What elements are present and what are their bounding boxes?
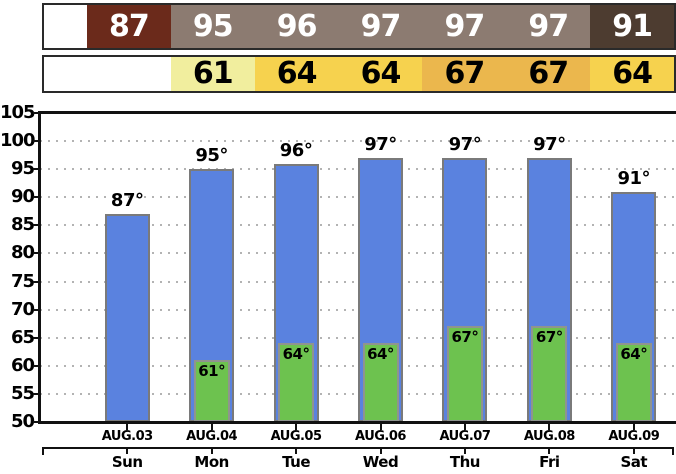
high-temp-cell: 97	[506, 5, 591, 48]
high-temp-cell: 95	[170, 5, 255, 48]
low-temp-bar	[193, 360, 230, 422]
low-temp-bar	[615, 343, 652, 422]
y-axis-tick-label: 75	[10, 270, 35, 292]
high-temp-value-label: 97°	[533, 133, 566, 155]
y-axis-tick-mark	[33, 280, 39, 283]
date-label: AUG.07	[439, 429, 491, 444]
low-temp-value-label: 67°	[535, 328, 563, 347]
date-label: AUG.03	[101, 429, 153, 444]
y-axis-tick-label: 55	[10, 382, 35, 404]
y-axis-tick-mark	[33, 140, 39, 143]
y-axis-tick-label: 65	[10, 326, 35, 348]
y-axis-tick-label: 100	[0, 130, 36, 152]
low-temp-cell: 64	[590, 57, 675, 91]
low-temp-cell	[87, 57, 171, 91]
low-temp-value-label: 67°	[451, 328, 479, 347]
high-temp-strip: 87 95 96 97 97 97 91	[42, 3, 676, 50]
day-axis-tick-mark	[548, 447, 551, 454]
high-temp-cell: 96	[254, 5, 339, 48]
y-axis-tick-mark	[33, 308, 39, 311]
y-axis-tick-mark	[33, 252, 39, 255]
y-axis-tick-label: 70	[10, 298, 35, 320]
y-axis-tick-mark	[33, 392, 39, 395]
day-label: Sat	[620, 453, 648, 471]
date-label: AUG.08	[523, 429, 575, 444]
day-label: Tue	[282, 453, 311, 471]
x-axis-tick-mark	[548, 424, 551, 430]
left-spine	[38, 111, 41, 424]
date-label: AUG.06	[355, 429, 406, 444]
high-temp-value-label: 95°	[195, 145, 228, 167]
low-temp-bar	[362, 343, 399, 422]
day-label: Fri	[539, 453, 560, 471]
strip-spacer-cell	[44, 57, 87, 91]
day-label: Thu	[449, 453, 481, 471]
low-temp-strip: 61 64 64 67 67 64	[42, 55, 676, 93]
low-temp-value-label: 64°	[282, 345, 310, 364]
y-axis-tick-label: 105	[0, 102, 36, 123]
low-temp-cell: 61	[170, 57, 255, 91]
day-axis-tick-mark	[295, 447, 298, 454]
x-axis-tick-mark	[126, 424, 129, 430]
y-axis-tick-mark	[33, 196, 39, 199]
x-axis-tick-mark	[295, 424, 298, 430]
x-axis-tick-mark	[210, 424, 213, 430]
high-temp-cell: 87	[87, 5, 171, 48]
high-temp-cell: 97	[422, 5, 507, 48]
y-axis-tick-mark	[33, 112, 39, 114]
y-axis-tick-mark	[33, 224, 39, 227]
low-temp-bar	[446, 326, 483, 422]
low-temp-value-label: 61°	[198, 362, 226, 381]
day-axis-line	[42, 447, 674, 449]
strip-spacer-cell	[44, 5, 87, 48]
y-axis-tick-mark	[33, 336, 39, 339]
high-temp-value-label: 91°	[617, 167, 651, 189]
day-axis-right-cap	[672, 447, 674, 455]
high-temp-bar	[104, 214, 150, 422]
y-axis-tick-mark	[33, 421, 39, 423]
low-temp-cell: 64	[338, 57, 423, 91]
low-temp-bar	[531, 326, 568, 422]
high-temp-cell: 97	[338, 5, 423, 48]
high-temp-cell: 91	[590, 5, 675, 48]
y-axis-tick-label: 80	[10, 242, 35, 264]
date-label: AUG.04	[186, 429, 238, 444]
high-temp-value-label: 97°	[364, 133, 397, 155]
day-axis-tick-mark	[210, 447, 213, 454]
x-axis-tick-mark	[463, 424, 466, 430]
high-temp-value-label: 96°	[279, 139, 313, 161]
x-axis-tick-mark	[379, 424, 382, 430]
low-temp-value-label: 64°	[367, 345, 394, 364]
gridline-100	[40, 140, 676, 143]
day-label: Sun	[111, 453, 143, 471]
y-axis-tick-mark	[33, 168, 39, 171]
low-temp-cell: 67	[422, 57, 507, 91]
y-axis-tick-mark	[33, 364, 39, 367]
y-axis-tick-label: 95	[10, 158, 35, 180]
bottom-spine	[38, 421, 676, 424]
high-temp-value-label: 97°	[448, 133, 482, 155]
day-axis-left-cap	[42, 447, 44, 455]
day-label: Wed	[362, 453, 399, 471]
day-axis-tick-mark	[632, 447, 635, 454]
y-axis-tick-label: 85	[10, 214, 35, 236]
low-temp-cell: 64	[254, 57, 339, 91]
day-axis-tick-mark	[126, 447, 129, 454]
day-axis-tick-mark	[379, 447, 382, 454]
high-temp-value-label: 87°	[110, 190, 144, 212]
day-axis-tick-mark	[463, 447, 466, 454]
low-temp-bar	[278, 343, 315, 422]
top-spine	[38, 111, 676, 114]
x-axis-tick-mark	[632, 424, 635, 430]
date-label: AUG.05	[270, 429, 322, 444]
date-label: AUG.09	[608, 429, 660, 444]
low-temp-value-label: 64°	[620, 345, 648, 364]
day-label: Mon	[194, 453, 229, 471]
y-axis-tick-label: 60	[10, 354, 35, 376]
y-axis-tick-label: 50	[10, 411, 35, 432]
low-temp-cell: 67	[506, 57, 591, 91]
y-axis-tick-label: 90	[10, 186, 35, 208]
